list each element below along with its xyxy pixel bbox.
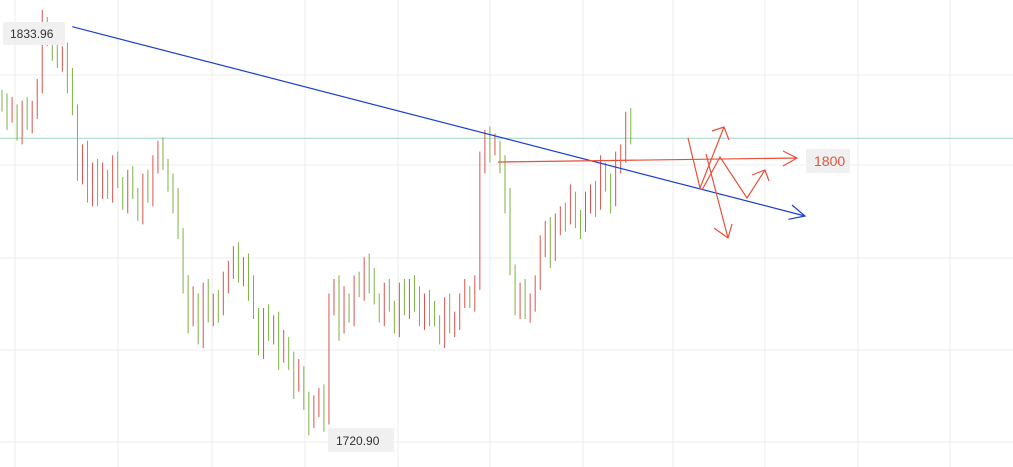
level-label: 1800: [806, 149, 850, 173]
forecast-arrow: [782, 150, 799, 167]
forecast-arrow: [751, 169, 770, 182]
forecast-arrow: [713, 223, 733, 239]
forecast-arrow: [705, 153, 729, 239]
high-label-text: 1833.96: [10, 27, 54, 41]
trend-line: [72, 26, 806, 217]
forecast-arrow: [687, 126, 725, 190]
forecast-arrows: [497, 126, 799, 239]
candles: [1, 9, 632, 436]
forecast-arrow: [497, 157, 798, 163]
level-label-text: 1800: [814, 153, 845, 169]
low-label: 1720.90: [328, 428, 394, 452]
low-label-text: 1720.90: [336, 434, 380, 448]
high-label: 1833.96: [3, 22, 65, 45]
forecast-arrow: [711, 126, 730, 141]
trend-arrow-head: [788, 204, 807, 220]
